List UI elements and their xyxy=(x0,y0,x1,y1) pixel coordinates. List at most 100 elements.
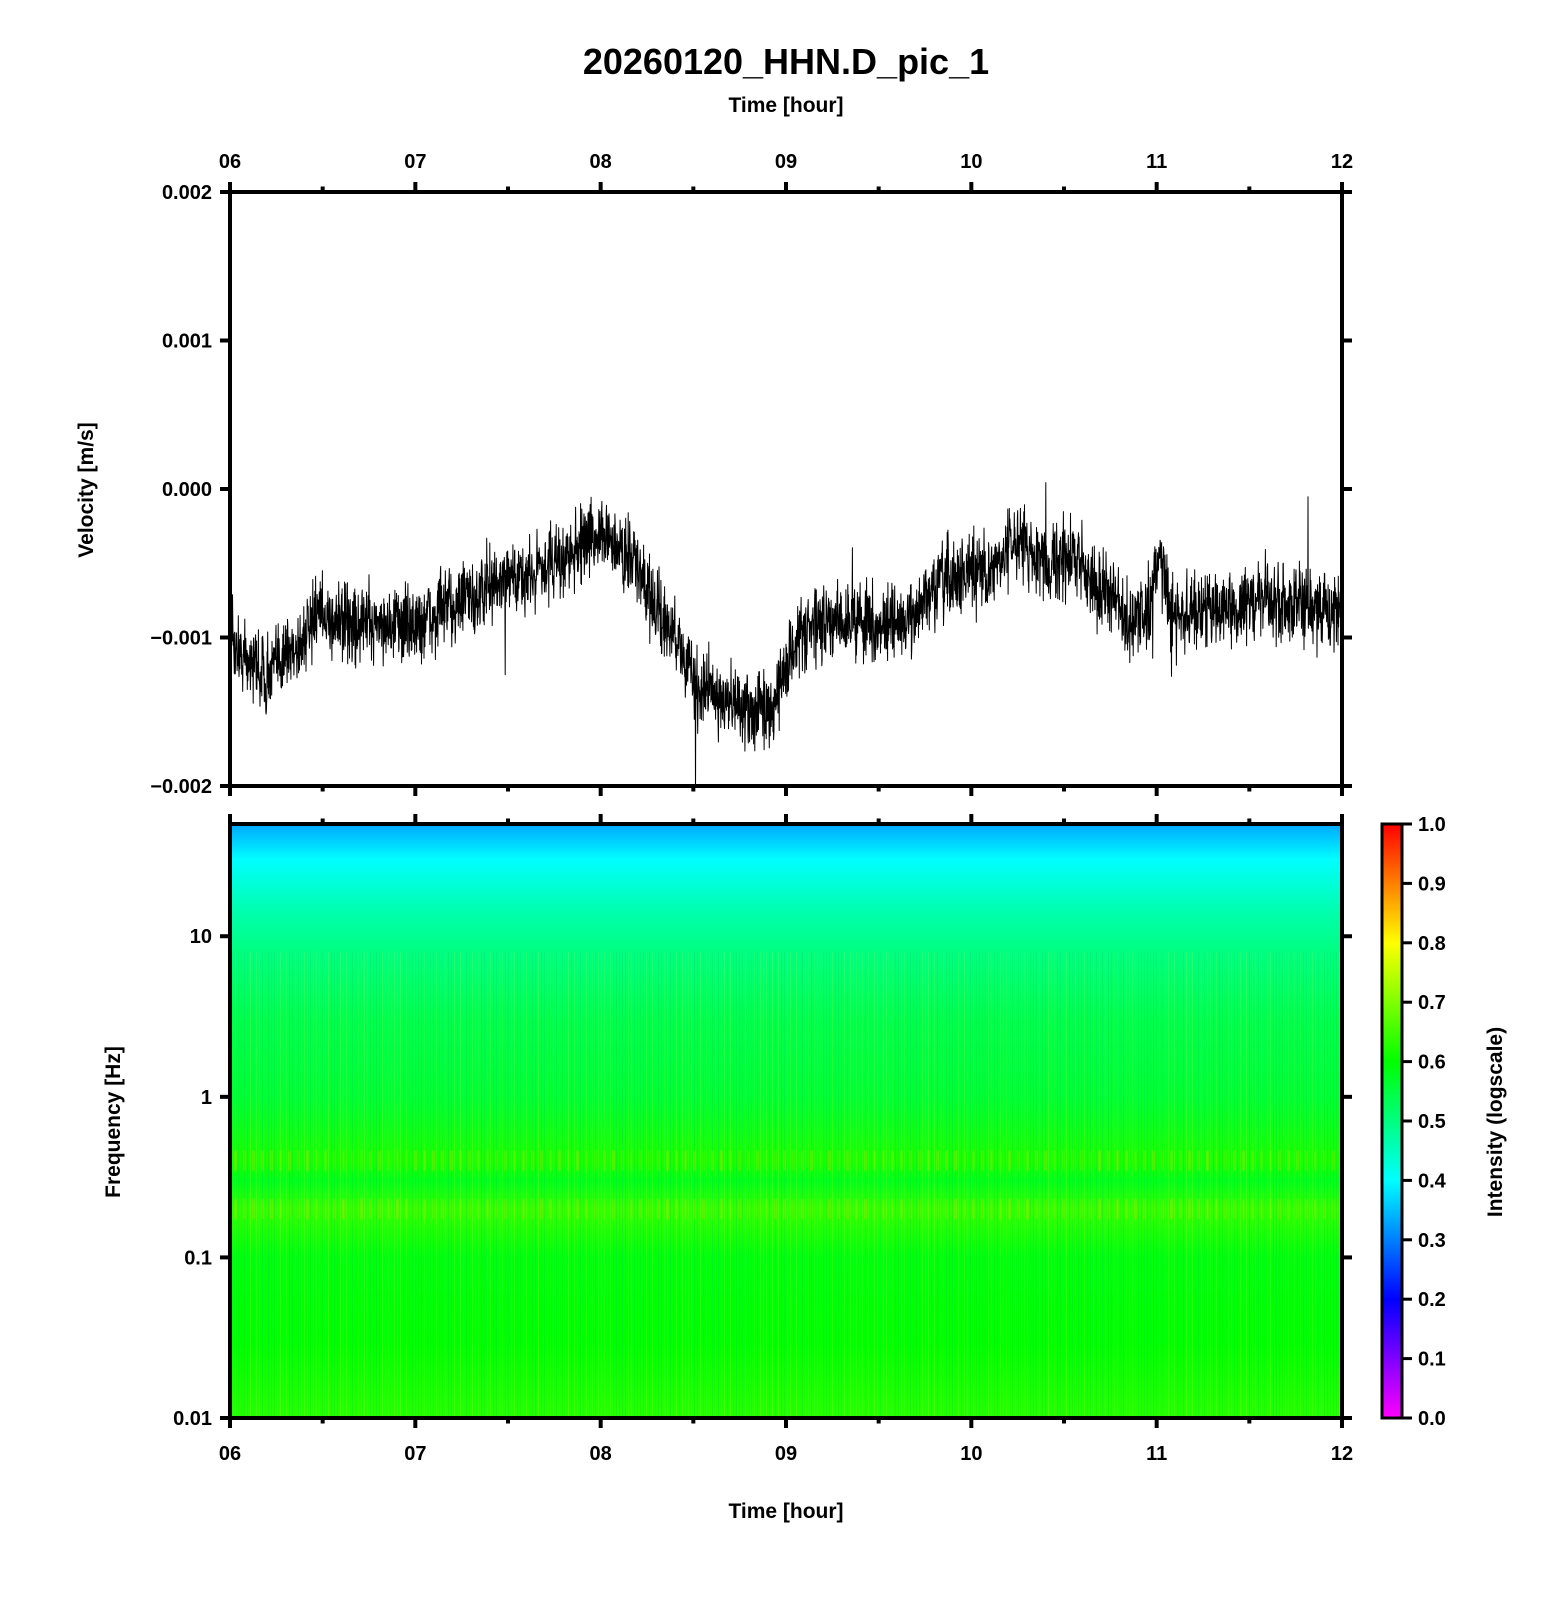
spectrogram-stripe xyxy=(568,951,569,1418)
spectrogram-stripe xyxy=(499,951,500,1418)
spectrogram-band-mark xyxy=(1251,1199,1254,1220)
spectrogram-stripe xyxy=(340,951,341,1418)
spectrogram-image xyxy=(230,824,1342,1418)
spectrogram-stripe xyxy=(670,951,671,1418)
spectrogram-stripe xyxy=(712,951,713,1418)
spectrogram-band-mark xyxy=(594,1150,597,1171)
spectrogram-stripe xyxy=(1201,951,1202,1418)
spectrogram-stripe xyxy=(508,951,509,1418)
spectrogram-stripe xyxy=(1270,951,1271,1418)
spectrogram-band-mark xyxy=(315,1150,318,1171)
spectrogram-stripe xyxy=(643,951,644,1418)
spectrogram-band-mark xyxy=(342,1199,345,1220)
y-tick-label: −0.001 xyxy=(150,628,212,650)
spectrogram-stripe xyxy=(514,951,515,1418)
spectrogram-band-mark xyxy=(621,1150,624,1171)
spectrogram-stripe xyxy=(1090,951,1091,1418)
x-tick-label: 08 xyxy=(590,151,612,173)
spectrogram-stripe xyxy=(1237,951,1238,1418)
spectrogram-stripe xyxy=(685,951,686,1418)
spectrogram-band-mark xyxy=(558,1199,561,1220)
spectrogram-band-mark xyxy=(549,1199,552,1220)
spectrogram-band-mark xyxy=(1125,1199,1128,1220)
spectrogram-stripe xyxy=(511,951,512,1418)
spectrogram-band-mark xyxy=(585,1199,588,1220)
spectrogram-stripe xyxy=(1078,951,1079,1418)
spectrogram-stripe xyxy=(889,951,890,1418)
spectrogram-stripe xyxy=(469,951,470,1418)
spectrogram-band-mark xyxy=(819,1150,822,1171)
spectrogram-stripe xyxy=(1225,951,1226,1418)
spectrogram-stripe xyxy=(1273,951,1274,1418)
spectrogram-stripe xyxy=(799,951,800,1418)
spectrogram-band-mark xyxy=(711,1150,714,1171)
spectrogram-band-mark xyxy=(1026,1150,1029,1171)
spectrogram-stripe xyxy=(601,951,602,1418)
spectrogram-stripe xyxy=(604,951,605,1418)
spectrogram-band-mark xyxy=(900,1150,903,1171)
spectrogram-band-mark xyxy=(1161,1150,1164,1171)
spectrogram-band-mark xyxy=(1161,1199,1164,1220)
spectrogram-band-mark xyxy=(1323,1199,1326,1220)
spectrogram-band-mark xyxy=(333,1199,336,1220)
spectrogram-band-mark xyxy=(252,1150,255,1171)
spectrogram-stripe xyxy=(394,951,395,1418)
spectrogram-stripe xyxy=(502,951,503,1418)
spectrogram-stripe xyxy=(1285,951,1286,1418)
spectrogram-band-mark xyxy=(378,1199,381,1220)
spectrogram-stripe xyxy=(985,951,986,1418)
spectrogram-stripe xyxy=(232,951,233,1418)
spectrogram-stripe xyxy=(835,951,836,1418)
spectrogram-band-mark xyxy=(540,1199,543,1220)
y-tick-label: 1 xyxy=(201,1087,212,1109)
spectrogram-band-mark xyxy=(801,1199,804,1220)
spectrogram-band-mark xyxy=(234,1150,237,1171)
spectrogram-band-mark xyxy=(315,1199,318,1220)
spectrogram-band-mark xyxy=(855,1150,858,1171)
spectrogram-stripe xyxy=(694,951,695,1418)
spectrogram-band-mark xyxy=(1143,1150,1146,1171)
spectrogram-stripe xyxy=(1294,951,1295,1418)
spectrogram-stripe xyxy=(412,951,413,1418)
spectrogram-stripe xyxy=(418,951,419,1418)
frequency-y-ticks: 0.01 0.1 1 10 xyxy=(173,926,1352,1430)
chart-title: 20260120_HHN.D_pic_1 xyxy=(583,41,989,82)
spectrogram-stripe xyxy=(934,951,935,1418)
spectrogram-stripe xyxy=(796,951,797,1418)
spectrogram-band-mark xyxy=(1017,1150,1020,1171)
colorbar-tick-label: 0.1 xyxy=(1418,1349,1446,1371)
spectrogram-stripe xyxy=(400,951,401,1418)
spectrogram-stripe xyxy=(1213,951,1214,1418)
spectrogram-band-mark xyxy=(801,1150,804,1171)
spectrogram-stripe xyxy=(1156,951,1157,1418)
spectrogram-band-mark xyxy=(756,1150,759,1171)
spectrogram-band-mark xyxy=(1287,1150,1290,1171)
spectrogram-band-mark xyxy=(387,1150,390,1171)
spectrogram-stripe xyxy=(646,951,647,1418)
spectrogram-stripe xyxy=(592,951,593,1418)
spectrogram-stripe xyxy=(1309,951,1310,1418)
spectrogram-band-mark xyxy=(540,1150,543,1171)
spectrogram-stripe xyxy=(766,951,767,1418)
spectrogram-band-mark xyxy=(1098,1199,1101,1220)
spectrogram-stripe xyxy=(1336,951,1337,1418)
colorbar-tick-label: 0.9 xyxy=(1418,873,1446,895)
spectrogram-stripe xyxy=(754,951,755,1418)
spectrogram-band-mark xyxy=(837,1150,840,1171)
spectrogram-band-mark xyxy=(981,1199,984,1220)
spectrogram-stripe xyxy=(1198,951,1199,1418)
spectrogram-stripe xyxy=(1231,951,1232,1418)
spectrogram-band-mark xyxy=(405,1150,408,1171)
spectrogram-stripe xyxy=(541,951,542,1418)
spectrogram-stripe xyxy=(637,951,638,1418)
spectrogram-stripe xyxy=(814,951,815,1418)
spectrogram-stripe xyxy=(268,951,269,1418)
spectrogram-stripe xyxy=(910,951,911,1418)
spectrogram-band-mark xyxy=(648,1150,651,1171)
x-tick-label: 11 xyxy=(1146,1443,1167,1465)
spectrogram-band-mark xyxy=(1062,1199,1065,1220)
spectrogram-band-mark xyxy=(1071,1199,1074,1220)
spectrogram-stripe xyxy=(964,951,965,1418)
spectrogram-stripe xyxy=(1030,951,1031,1418)
spectrogram-band-mark xyxy=(324,1150,327,1171)
